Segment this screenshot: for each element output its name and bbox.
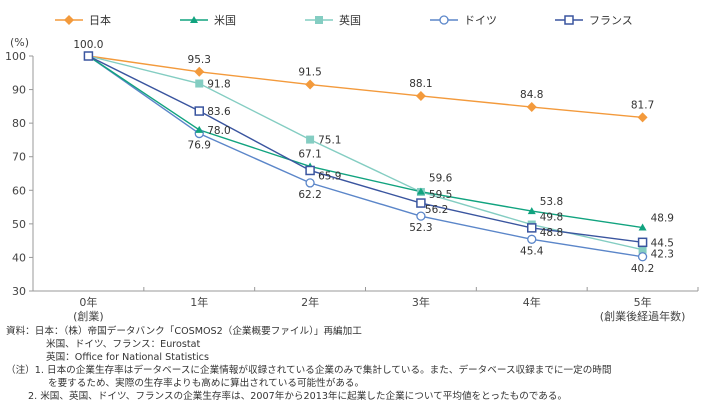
data-point xyxy=(416,198,426,208)
legend-item: 米国 xyxy=(180,14,236,27)
series-line-2 xyxy=(88,55,643,251)
data-label: 84.8 xyxy=(520,89,543,101)
data-point xyxy=(637,112,648,123)
legend-marker xyxy=(190,16,198,23)
data-point xyxy=(305,79,316,90)
data-label: 49.8 xyxy=(540,212,563,224)
data-point xyxy=(526,102,537,113)
series-line-1 xyxy=(88,55,643,229)
y-tick-label: 40 xyxy=(12,251,26,264)
legend-marker xyxy=(315,16,323,24)
data-point xyxy=(195,79,204,88)
x-tick-label: 4年 xyxy=(523,295,541,309)
source-line-2: 米国、ドイツ、フランス：Eurostat xyxy=(46,339,201,350)
data-point xyxy=(638,223,647,231)
data-point xyxy=(305,178,315,188)
legend-item: 日本 xyxy=(55,13,111,27)
y-tick-label: 90 xyxy=(12,84,26,97)
data-label: 59.5 xyxy=(429,189,452,201)
data-point xyxy=(527,234,537,244)
data-label: 95.3 xyxy=(188,54,211,66)
data-point xyxy=(194,106,204,116)
x-tick-label: 5年 xyxy=(634,295,652,309)
series-line-3 xyxy=(88,55,643,258)
notes: 資料：日本：（株）帝国データバンク「COSMOS2（企業概要ファイル）」再編加工… xyxy=(6,325,706,403)
y-tick-label: 100 xyxy=(5,50,26,63)
legend-label: フランス xyxy=(589,14,633,27)
survival-rate-chart: 日本 米国 英国 ドイツ フランス (%) 304050607080901000年(創業… xyxy=(5,13,699,323)
data-point xyxy=(637,252,648,262)
data-label: 81.7 xyxy=(631,99,654,111)
note-1-line-2: を要するため、実際の生存率よりも高めに算出されている可能性がある。 xyxy=(48,378,365,389)
x-tick-label: 1年 xyxy=(190,295,208,309)
source-line-3: 英国：Office for National Statistics xyxy=(46,352,209,363)
legend-item: 英国 xyxy=(305,13,361,27)
legend-label: 日本 xyxy=(89,13,111,27)
data-label: 78.0 xyxy=(207,125,230,137)
legend-item: ドイツ xyxy=(430,14,497,27)
legend-label: 米国 xyxy=(214,14,236,27)
data-label: 76.9 xyxy=(188,140,211,152)
data-label: 42.3 xyxy=(651,249,674,261)
data-label: 48.9 xyxy=(651,213,674,225)
x-tick-sublabel: (創業) xyxy=(73,309,104,323)
data-labels: 95.3 91.5 88.1 84.8 81.7 78.0 67.1 59.6 53.8 48.9… xyxy=(73,39,674,275)
note-2: 2. 米国、英国、ドイツ、フランスの企業生存率は、2007年から2013年に起業… xyxy=(28,391,568,402)
series-markers xyxy=(83,51,648,262)
data-label: 45.4 xyxy=(520,245,544,257)
data-point xyxy=(306,135,315,144)
data-point xyxy=(527,207,536,215)
data-label: 75.1 xyxy=(318,135,341,147)
legend: 日本 米国 英国 ドイツ フランス xyxy=(55,13,633,27)
legend-marker xyxy=(64,15,74,25)
data-label: 56.2 xyxy=(425,204,448,216)
data-label: 91.5 xyxy=(298,67,321,79)
legend-label: ドイツ xyxy=(464,14,497,27)
x-tick-label: 0年 xyxy=(79,295,97,309)
y-tick-label: 30 xyxy=(12,285,26,298)
legend-label: 英国 xyxy=(339,13,361,27)
data-label: 67.1 xyxy=(298,148,321,160)
legend-marker xyxy=(439,15,449,25)
series-line-4 xyxy=(88,55,643,244)
origin-data-label: 100.0 xyxy=(73,39,103,51)
y-tick-label: 60 xyxy=(12,184,26,197)
data-label: 44.5 xyxy=(651,237,674,249)
data-point xyxy=(416,211,426,221)
data-label: 52.3 xyxy=(409,222,432,234)
data-label: 65.9 xyxy=(318,170,341,182)
data-label: 53.8 xyxy=(540,196,563,208)
data-point xyxy=(637,237,648,248)
data-point xyxy=(195,125,204,133)
y-tick-label: 70 xyxy=(12,151,26,164)
y-tick-label: 80 xyxy=(12,117,26,130)
x-tick-sublabel: (創業後経過年数) xyxy=(600,309,686,323)
data-label: 91.8 xyxy=(207,79,230,91)
series-lines xyxy=(88,55,643,258)
data-label: 88.1 xyxy=(409,78,432,90)
data-label: 48.8 xyxy=(540,227,563,239)
data-point xyxy=(305,165,315,176)
x-tick-label: 3年 xyxy=(412,295,430,309)
y-axis-unit-label: (%) xyxy=(10,36,29,49)
axes: 30 40 50 60 70 80 90 100 0年(創業) 1年 2年 3年 4年 5年(創業後経過年… xyxy=(5,50,699,323)
legend-marker xyxy=(564,15,574,25)
data-label: 62.2 xyxy=(298,189,321,201)
series-line-0 xyxy=(88,55,643,119)
data-label: 83.6 xyxy=(207,106,231,118)
data-point xyxy=(527,223,537,233)
data-point xyxy=(83,51,94,61)
data-point xyxy=(415,90,426,101)
x-tick-label: 2年 xyxy=(301,295,319,309)
data-point xyxy=(638,245,647,254)
data-label: 59.6 xyxy=(429,173,453,185)
source-line-1: 資料：日本：（株）帝国データバンク「COSMOS2（企業概要ファイル）」再編加工 xyxy=(6,326,362,337)
legend-item: フランス xyxy=(555,14,633,27)
data-label: 40.2 xyxy=(631,263,654,275)
data-point xyxy=(194,66,205,77)
data-point xyxy=(416,187,425,195)
y-tick-label: 50 xyxy=(12,218,26,231)
note-1-line-1: （注）1. 日本の企業生存率はデータベースに企業情報が収録されている企業のみで集… xyxy=(6,365,612,376)
